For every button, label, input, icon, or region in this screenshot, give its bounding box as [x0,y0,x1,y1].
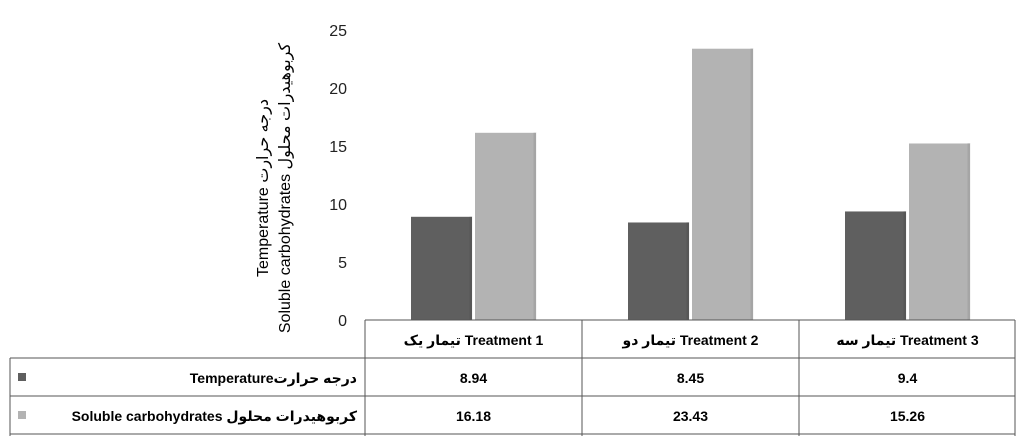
bar [691,47,754,321]
legend-swatch [18,373,26,381]
y-axis-ticks: 0 5 10 15 20 25 [329,23,347,330]
bar-shade [533,132,537,320]
y-axis-title: Temperature درجه حرارت Soluble carbohydr… [255,42,295,333]
series-label: Soluble carbohydrates کربوهیدرات محلول [72,408,358,425]
data-table: تیمار یک Treatment 1 تیمار دو Treatment 2… [9,319,1016,436]
y-tick-label: 0 [338,313,347,330]
bar [908,142,971,321]
bar-shade [750,48,754,320]
y-tick-label: 15 [329,139,347,156]
category-label: تیمار دو Treatment 2 [622,332,759,349]
legend-swatch [18,411,26,419]
data-label: 9.4 [898,370,918,386]
bar-shade [686,221,690,320]
bar [410,215,473,321]
bars [410,47,971,321]
data-label: 16.18 [456,408,491,424]
category-label: تیمار سه Treatment 3 [836,332,979,348]
bar-shade [903,210,907,320]
y-axis-title-line-1: Temperature درجه حرارت [255,99,273,277]
bar-shade [967,142,971,320]
bar [474,131,537,321]
y-tick-label: 20 [329,81,347,98]
y-tick-label: 10 [329,197,347,214]
bar-shade [469,216,473,320]
data-label: 8.45 [677,370,704,386]
series-label: Temperatureدرجه حرارت [190,370,357,387]
data-label: 23.43 [673,408,708,424]
bar [844,210,907,321]
y-tick-label: 5 [338,255,347,272]
bar [627,221,690,321]
category-label: تیمار یک Treatment 1 [404,332,544,348]
data-label: 15.26 [890,408,925,424]
y-axis-title-line-2: Soluble carbohydrates کربوهیدرات محلول [277,42,295,333]
data-label: 8.94 [460,370,487,386]
y-tick-label: 25 [329,23,347,40]
